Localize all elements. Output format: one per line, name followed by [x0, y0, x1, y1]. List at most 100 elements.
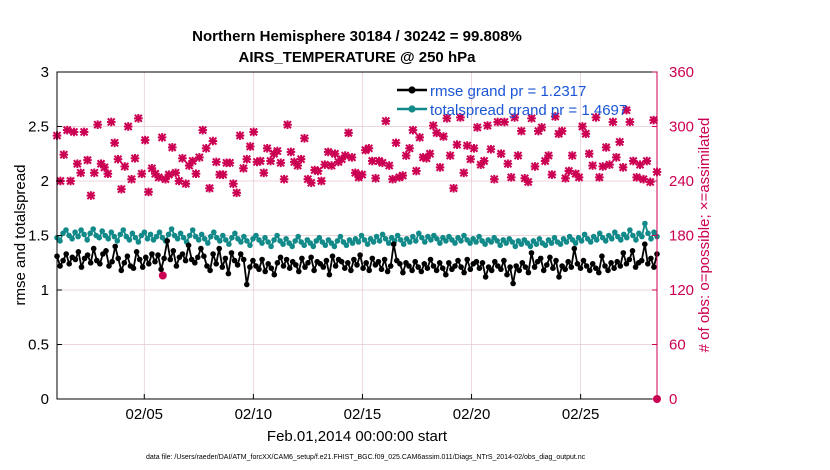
rmse-point: [210, 251, 216, 257]
rmse-point: [182, 257, 189, 264]
spread-point: [168, 226, 175, 232]
obs-assimilated-point: [415, 133, 425, 142]
rmse-point: [400, 269, 406, 276]
spread-point: [358, 232, 365, 239]
rmse-point: [204, 263, 210, 269]
spread-point: [557, 241, 564, 247]
spread-point: [364, 241, 371, 247]
rmse-point: [387, 263, 394, 269]
rmse-point: [537, 255, 544, 262]
rmse-point: [256, 266, 262, 273]
spread-point: [443, 238, 449, 244]
rmse-point: [133, 249, 140, 255]
rmse-point: [608, 260, 614, 266]
rmse-point: [262, 268, 269, 275]
obs-assimilated-point: [167, 143, 177, 152]
y-axis-left-label: rmse and totalspread: [12, 165, 29, 306]
spread-point: [141, 229, 148, 235]
spread-point: [394, 232, 401, 239]
rmse-point: [638, 257, 645, 264]
obs-assimilated-point: [588, 161, 597, 170]
rmse-point: [57, 263, 63, 269]
spread-point: [156, 229, 163, 235]
spread-point: [186, 232, 193, 239]
obs-assimilated-point: [544, 151, 553, 160]
spread-point: [467, 240, 473, 246]
y-left-tick-label: 2: [41, 173, 49, 190]
spread-point: [343, 242, 350, 249]
spread-point: [289, 243, 296, 250]
obs-assimilated-point: [225, 158, 235, 168]
obs-assimilated-point: [178, 153, 187, 163]
spread-point: [334, 238, 341, 244]
obs-assimilated-point: [452, 140, 462, 149]
rmse-point: [271, 271, 278, 278]
rmse-point: [146, 261, 152, 267]
obs-assimilated-point: [595, 173, 604, 182]
legend-rmse-label: rmse grand pr = 1.2317: [430, 83, 586, 100]
rmse-point: [516, 267, 522, 274]
y-right-tick-label: 60: [669, 337, 686, 354]
rmse-point: [60, 257, 66, 264]
obs-assimilated-point: [510, 113, 519, 122]
obs-assimilated-point: [344, 128, 353, 138]
x-tick-label: 02/10: [235, 406, 273, 423]
spread-point: [135, 239, 142, 245]
obs-assimilated-point: [69, 127, 79, 137]
rmse-point: [109, 258, 115, 265]
rmse-point: [519, 260, 526, 266]
obs-assimilated-point: [527, 114, 536, 123]
spread-point: [90, 226, 96, 232]
x-tick-label: 02/05: [125, 406, 163, 423]
obs-assimilated-point: [642, 156, 652, 166]
obs-assimilated-point: [401, 151, 411, 160]
obs-assimilated-point: [79, 127, 89, 137]
obs-assimilated-point: [608, 117, 618, 127]
spread-point: [211, 229, 217, 235]
obs-assimilated-point: [649, 115, 658, 125]
obs-assimilated-point: [262, 144, 272, 153]
obs-assimilated-point: [191, 169, 201, 179]
spread-point: [497, 242, 504, 249]
obs-assimilated-point: [632, 173, 641, 182]
spread-point: [400, 241, 407, 247]
rmse-point: [418, 268, 425, 275]
spread-point: [385, 240, 392, 246]
spread-point: [452, 240, 458, 246]
obs-assimilated-point: [188, 156, 197, 166]
y-right-tick-label: 240: [669, 173, 694, 190]
spread-point: [111, 233, 118, 240]
y-right-tick-label: 0: [669, 391, 677, 408]
legend-spread-marker: [408, 105, 416, 113]
rmse-point: [443, 271, 449, 278]
spread-point: [337, 233, 344, 240]
obs-assimilated-point: [242, 154, 252, 164]
spread-point: [370, 239, 377, 245]
obs-assimilated-point: [405, 144, 414, 153]
rmse-point: [320, 264, 327, 270]
obs-assimilated-point: [435, 163, 445, 172]
spread-point: [316, 234, 323, 241]
obs-assimilated-point: [205, 183, 214, 193]
rmse-point: [528, 250, 535, 256]
obs-assimilated-point: [228, 179, 238, 189]
rmse-point: [237, 251, 244, 257]
rmse-point: [632, 264, 639, 270]
obs-assimilated-point: [256, 156, 265, 166]
spread-point: [283, 236, 289, 242]
spread-point: [280, 241, 286, 247]
rmse-point: [305, 260, 311, 266]
series-rmse: [54, 238, 660, 288]
rmse-point: [397, 261, 403, 267]
obs-assimilated-point: [245, 142, 255, 151]
obs-assimilated-point: [320, 160, 330, 169]
y-left-tick-label: 2.5: [28, 119, 49, 136]
spread-point: [72, 229, 78, 235]
spread-point: [153, 233, 160, 240]
chart-title: Northern Hemisphere 30184 / 30242 = 99.8…: [192, 28, 522, 45]
rmse-point: [240, 256, 247, 263]
rmse-point: [234, 262, 241, 268]
rmse-point: [268, 265, 275, 272]
obs-assimilated-point: [300, 134, 309, 143]
series-obs-possible: [158, 271, 661, 403]
